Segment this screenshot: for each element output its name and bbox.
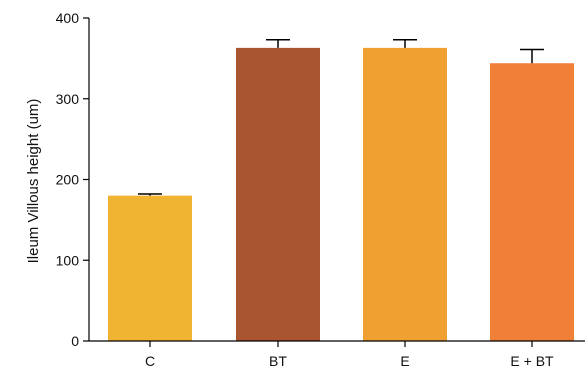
y-tick-label: 100 xyxy=(56,252,80,268)
x-tick-label: C xyxy=(145,353,155,369)
bar-bt xyxy=(236,47,320,341)
y-tick-label: 300 xyxy=(56,91,80,107)
bar-e xyxy=(363,47,447,341)
x-tick-label: E xyxy=(400,353,409,369)
bars-group xyxy=(108,47,574,341)
y-tick-label: 200 xyxy=(56,172,80,188)
x-tick-label: BT xyxy=(269,353,287,369)
y-tick-label: 0 xyxy=(71,333,79,349)
bar-c xyxy=(108,195,192,341)
y-tick-label: 400 xyxy=(56,10,80,26)
error-bars-group xyxy=(138,39,544,196)
x-tick-label: E + BT xyxy=(510,353,554,369)
bar-e-bt xyxy=(490,63,574,341)
axes-group: 0 100 200 300 400 C BT E E + BT xyxy=(56,10,585,369)
y-axis-title: Ileum Villous height (um) xyxy=(25,99,42,264)
